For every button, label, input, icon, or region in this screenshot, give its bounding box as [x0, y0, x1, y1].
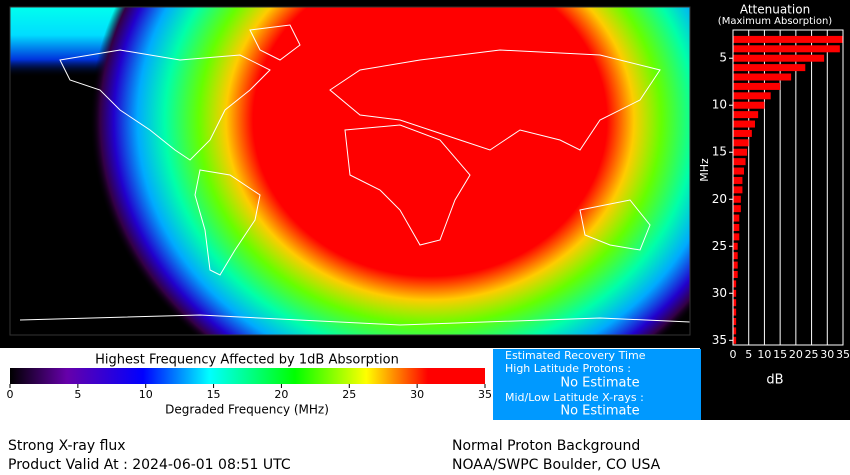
colorbar-tick-label: 35 [478, 388, 492, 401]
y-tick-label: 20 [712, 192, 727, 206]
bar [733, 64, 806, 72]
x-tick-label: 15 [773, 348, 787, 361]
bar [733, 158, 746, 166]
bar [733, 101, 765, 109]
bar [733, 148, 748, 156]
bar [733, 223, 740, 231]
y-tick-label: 25 [712, 239, 727, 253]
bar [733, 308, 737, 316]
recovery-label: High Latitude Protons : [505, 362, 631, 375]
x-axis-label: dB [766, 373, 783, 388]
bar [733, 92, 771, 100]
chart-frame [732, 29, 844, 346]
x-tick-label: 0 [730, 348, 737, 361]
bar [733, 82, 781, 90]
x-tick-label: 25 [805, 348, 819, 361]
x-tick-label: 10 [757, 348, 771, 361]
x-tick-label: 30 [820, 348, 834, 361]
colorbar-tick-label: 5 [74, 388, 81, 401]
bar [733, 111, 759, 119]
footer-text: NOAA/SWPC Boulder, CO USA [452, 457, 661, 473]
bar [733, 205, 741, 213]
y-tick-label: 15 [712, 145, 727, 159]
footer-text: Normal Proton Background [452, 438, 640, 454]
bar [733, 280, 737, 288]
bar [733, 73, 792, 81]
bar [733, 120, 755, 128]
recovery-title: Estimated Recovery Time [505, 349, 646, 362]
colorbar-tick-label: 30 [410, 388, 424, 401]
colorbar-tick-label: 25 [342, 388, 356, 401]
x-tick-label: 20 [789, 348, 803, 361]
colorbar-title: Highest Frequency Affected by 1dB Absorp… [95, 353, 399, 368]
x-tick-label: 5 [745, 348, 752, 361]
colorbar-tick-label: 15 [207, 388, 221, 401]
bar [733, 167, 744, 175]
bar [733, 252, 738, 260]
bar [733, 35, 843, 43]
y-tick-label: 35 [712, 333, 727, 347]
recovery-value: No Estimate [560, 376, 639, 391]
bar [733, 176, 743, 184]
coastlines [19, 24, 690, 326]
bar [733, 299, 737, 307]
bar [733, 139, 749, 147]
bar [733, 195, 741, 203]
chart-title: Attenuation [740, 3, 810, 17]
colorbar-label: Degraded Frequency (MHz) [165, 403, 329, 417]
bar [733, 289, 737, 297]
footer-text: Strong X-ray flux [8, 438, 126, 454]
bar [733, 336, 737, 344]
bar [733, 233, 740, 241]
chart-subtitle: (Maximum Absorption) [718, 16, 832, 27]
recovery-label: Mid/Low Latitude X-rays : [505, 391, 644, 404]
recovery-value: No Estimate [560, 404, 639, 419]
colorbar-tick-label: 20 [274, 388, 288, 401]
y-tick-label: 5 [719, 51, 727, 65]
footer-text: Product Valid At : 2024-06-01 08:51 UTC [8, 457, 291, 473]
bar [733, 261, 738, 269]
y-tick-label: 30 [712, 286, 727, 300]
bar [733, 54, 825, 62]
bar [733, 129, 752, 137]
colorbar-tick-label: 0 [7, 388, 14, 401]
absorption-region [90, 7, 690, 335]
y-axis-label: MHz [698, 158, 711, 182]
bar [733, 45, 840, 53]
map-frame [9, 6, 691, 336]
colorbar-tick-label: 10 [139, 388, 153, 401]
bar [733, 242, 738, 250]
x-tick-label: 35 [836, 348, 850, 361]
bar [733, 214, 740, 222]
bar [733, 317, 737, 325]
colorbar [10, 368, 485, 384]
bar [733, 327, 737, 335]
y-tick-label: 10 [712, 98, 727, 112]
bar [733, 270, 738, 278]
absorption-map [10, 7, 690, 335]
bar [733, 186, 743, 194]
recovery-box [493, 349, 701, 420]
